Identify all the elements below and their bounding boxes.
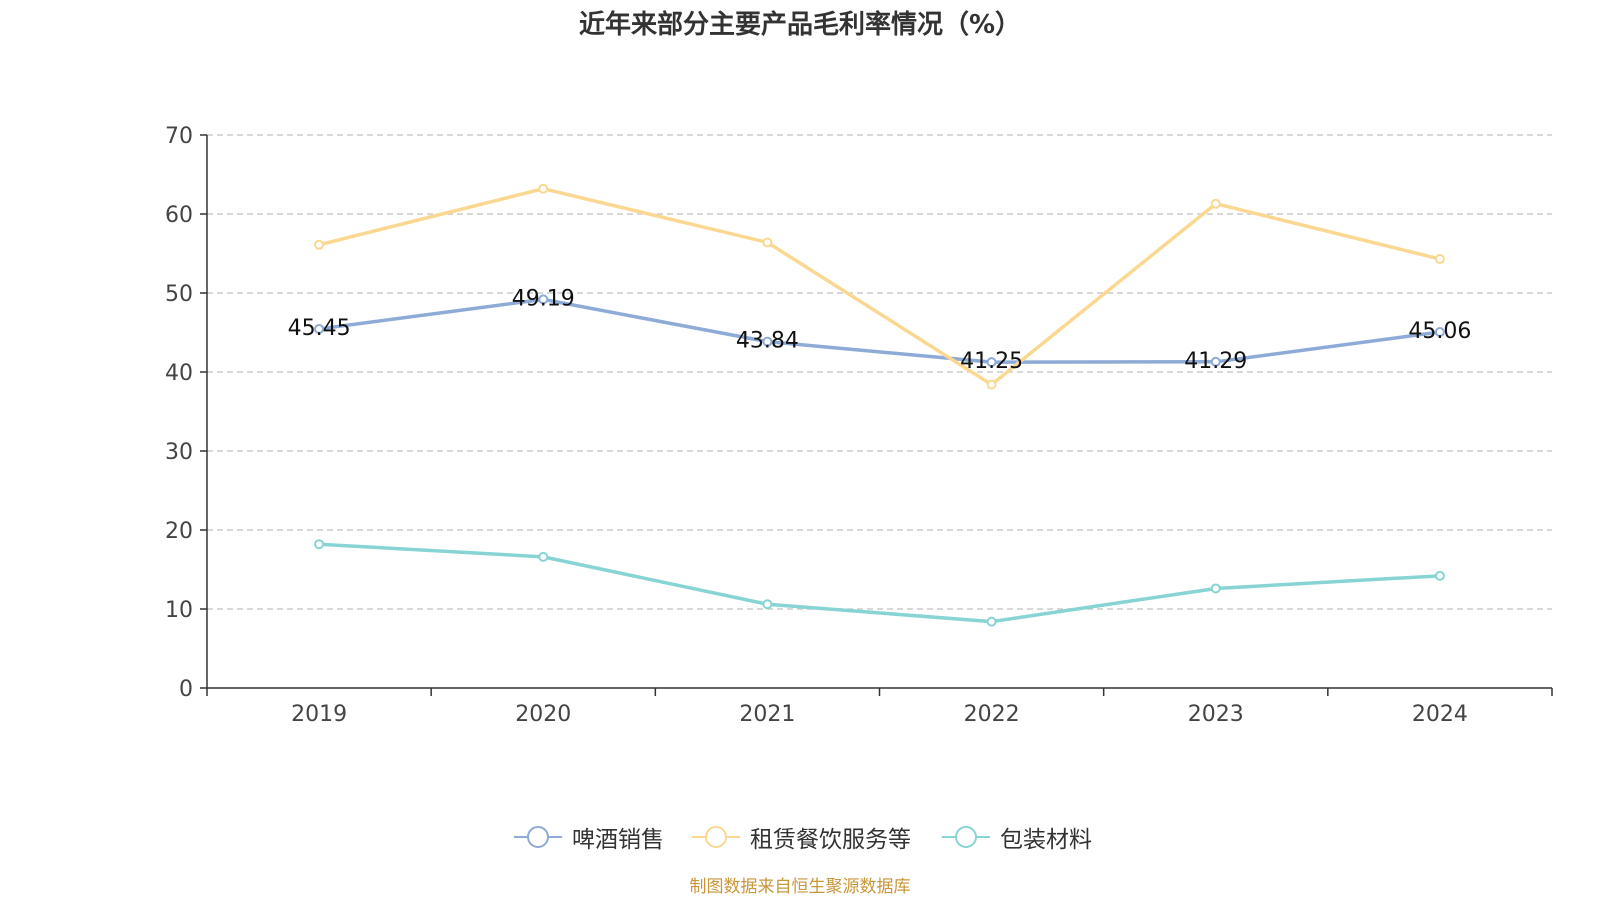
source-note: 制图数据来自恒生聚源数据库 bbox=[689, 877, 911, 897]
x-tick-label: 2023 bbox=[1188, 702, 1244, 727]
data-point bbox=[314, 323, 325, 334]
data-point bbox=[1210, 583, 1221, 594]
legend-line-circle-icon bbox=[514, 826, 562, 848]
data-point bbox=[1210, 198, 1221, 209]
x-tick-label: 2021 bbox=[739, 702, 795, 727]
series-line-0 bbox=[318, 297, 1441, 364]
data-point bbox=[986, 357, 997, 368]
y-tick-label: 40 bbox=[165, 361, 193, 386]
legend-line-circle-icon bbox=[692, 826, 740, 848]
chart-title: 近年来部分主要产品毛利率情况（%） bbox=[578, 10, 1022, 40]
data-label: 43.84 bbox=[736, 329, 799, 354]
series-lines bbox=[314, 183, 1445, 627]
data-point bbox=[762, 599, 773, 610]
data-point bbox=[314, 239, 325, 250]
y-tick-label: 20 bbox=[165, 519, 193, 544]
y-tick-label: 10 bbox=[165, 598, 193, 623]
series-line-1 bbox=[318, 186, 1441, 387]
data-point bbox=[1210, 356, 1221, 367]
data-point bbox=[1434, 327, 1445, 338]
data-point bbox=[762, 336, 773, 347]
legend-label: 租赁餐饮服务等 bbox=[750, 827, 911, 853]
data-point bbox=[986, 379, 997, 390]
legend-line-circle-icon bbox=[942, 826, 990, 848]
data-point bbox=[538, 294, 549, 305]
legend-item-packaging[interactable]: 包装材料 bbox=[940, 822, 1092, 853]
data-point bbox=[1434, 570, 1445, 581]
legend-item-beer-sales[interactable]: 啤酒销售 bbox=[512, 822, 664, 853]
data-label: 41.25 bbox=[960, 349, 1023, 374]
axes: 0 10 20 30 40 50 60 70 2019 2020 2021 2022 2023 2024 bbox=[165, 124, 1553, 727]
x-tick-label: 2024 bbox=[1412, 702, 1468, 727]
y-tick-label: 30 bbox=[165, 440, 193, 465]
data-point bbox=[986, 616, 997, 627]
data-point bbox=[538, 183, 549, 194]
data-point bbox=[762, 237, 773, 248]
x-tick-label: 2019 bbox=[291, 702, 347, 727]
data-point bbox=[314, 539, 325, 550]
data-label: 49.19 bbox=[512, 286, 575, 311]
data-label: 45.06 bbox=[1408, 319, 1471, 344]
data-label: 45.45 bbox=[288, 316, 351, 341]
series-line-2 bbox=[318, 542, 1441, 624]
y-tick-label: 70 bbox=[165, 124, 193, 149]
x-tick-label: 2020 bbox=[515, 702, 571, 727]
grid-lines bbox=[207, 134, 1552, 610]
x-tick-label: 2022 bbox=[964, 702, 1020, 727]
y-tick-label: 50 bbox=[165, 282, 193, 307]
y-tick-label: 60 bbox=[165, 203, 193, 228]
data-point bbox=[538, 551, 549, 562]
data-labels: 45.45 49.19 43.84 41.25 41.29 45.06 bbox=[288, 286, 1472, 374]
data-point bbox=[1434, 254, 1445, 265]
y-tick-label: 0 bbox=[179, 677, 193, 702]
data-label: 41.29 bbox=[1184, 349, 1247, 374]
legend-label: 啤酒销售 bbox=[572, 827, 664, 853]
legend-item-rental-catering[interactable]: 租赁餐饮服务等 bbox=[690, 822, 911, 853]
legend-label: 包装材料 bbox=[1000, 827, 1092, 853]
